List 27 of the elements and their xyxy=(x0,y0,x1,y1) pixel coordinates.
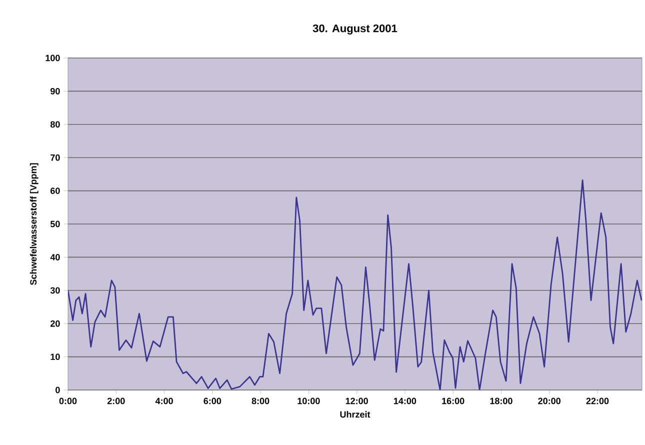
y-tick-label: 40 xyxy=(50,254,60,260)
y-tick-label: 20 xyxy=(50,320,60,327)
x-tick-label: 18:00 xyxy=(490,398,512,404)
y-tick-label: 30 xyxy=(50,287,60,294)
chart-title: 30. August 2001 xyxy=(312,24,398,34)
y-tick-label: 60 xyxy=(50,188,60,194)
line-series xyxy=(68,179,642,390)
x-axis-title: Uhrzeit xyxy=(340,411,370,418)
x-tick-label: 8:00 xyxy=(252,398,270,404)
y-tick-label: 70 xyxy=(50,154,60,161)
y-tick-label: 80 xyxy=(50,121,60,128)
y-tick-label: 0 xyxy=(56,386,60,394)
x-tick-label: 12:00 xyxy=(346,398,368,404)
x-tick-label: 4:00 xyxy=(155,398,173,404)
x-tick-label: 6:00 xyxy=(204,398,222,404)
x-tick-label: 0:00 xyxy=(59,398,77,404)
y-axis-title: Schwefelwasserstoff [Vppm] xyxy=(30,163,38,285)
y-tick-label: 50 xyxy=(50,220,60,228)
x-tick-label: 20:00 xyxy=(538,398,560,404)
x-tick-label: 2:00 xyxy=(107,398,125,404)
y-tick-label: 100 xyxy=(46,54,60,62)
x-tick-label: 14:00 xyxy=(394,398,416,404)
x-tick-label: 10:00 xyxy=(298,398,320,404)
x-tick-label: 22:00 xyxy=(586,398,609,404)
y-tick-label: 90 xyxy=(50,88,60,94)
x-tick-label: 16:00 xyxy=(442,398,464,404)
y-tick-label: 10 xyxy=(50,354,60,360)
